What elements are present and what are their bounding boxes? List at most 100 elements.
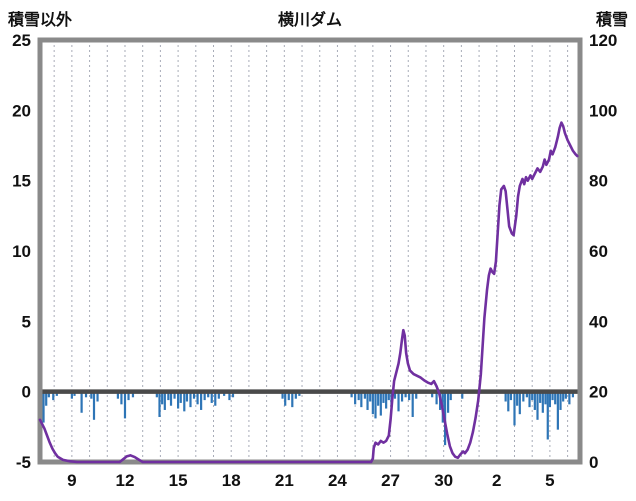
precip-bar <box>214 391 217 406</box>
precip-bar <box>568 391 571 405</box>
precip-bar <box>548 391 552 408</box>
precip-bar <box>431 391 434 398</box>
precip-bar <box>291 391 294 408</box>
precip-bar <box>80 391 83 413</box>
precip-bar <box>564 391 567 399</box>
precip-bar <box>363 391 366 399</box>
precip-bar <box>357 391 360 401</box>
precip-bar <box>169 391 173 406</box>
x-tick-label: 18 <box>222 471 241 490</box>
right-tick-label: 100 <box>589 101 617 120</box>
precip-bar <box>176 391 180 409</box>
left-tick-label: 15 <box>12 172 31 191</box>
precip-bar <box>571 391 575 398</box>
precip-bar <box>161 391 164 405</box>
precip-bar <box>155 391 158 398</box>
precip-bar <box>179 391 182 403</box>
precip-bar <box>385 391 388 409</box>
precip-bar <box>528 391 531 408</box>
precip-bar <box>449 391 452 401</box>
precip-bar <box>377 391 380 406</box>
right-tick-label: 40 <box>589 312 608 331</box>
precip-bar <box>167 391 170 401</box>
precip-bar <box>231 391 235 398</box>
precip-bar <box>408 391 411 401</box>
left-tick-label: 20 <box>12 101 31 120</box>
precip-bar <box>366 391 369 410</box>
left-tick-label: 0 <box>22 383 31 402</box>
precip-bar <box>203 391 206 401</box>
precip-bar <box>379 391 382 416</box>
precip-bar <box>411 391 414 417</box>
precip-bar <box>435 391 438 405</box>
precip-bar <box>196 391 199 405</box>
x-tick-label: 27 <box>381 471 400 490</box>
right-tick-label: 20 <box>589 383 608 402</box>
precip-bar <box>400 391 404 402</box>
precip-bar <box>185 391 189 402</box>
precip-bar <box>294 391 297 399</box>
precip-bar <box>509 391 513 401</box>
right-tick-label: 60 <box>589 242 608 261</box>
precip-bar <box>90 391 93 399</box>
x-tick-label: 12 <box>116 471 135 490</box>
precip-bar <box>120 391 123 405</box>
x-tick-label: 21 <box>275 471 294 490</box>
precip-bar <box>554 391 557 405</box>
x-tick-label: 5 <box>545 471 554 490</box>
precip-bar <box>544 391 547 405</box>
precip-bar <box>551 391 554 401</box>
right-tick-label: 80 <box>589 172 608 191</box>
precip-bar <box>518 391 521 415</box>
precip-bar <box>539 391 542 403</box>
precip-bar <box>387 391 390 401</box>
precip-bar <box>287 391 290 401</box>
precip-bar <box>522 391 525 402</box>
precip-bar <box>183 391 186 412</box>
precip-bar <box>374 391 377 419</box>
chart-title: 横川ダム <box>277 12 342 29</box>
x-tick-label: 24 <box>328 471 347 490</box>
precip-bar <box>163 391 166 410</box>
x-tick-label: 2 <box>492 471 501 490</box>
precip-bar <box>354 391 357 405</box>
right-tick-label: 0 <box>589 453 598 472</box>
precip-bar <box>446 391 450 413</box>
x-tick-label: 15 <box>169 471 188 490</box>
precip-bar <box>96 391 99 402</box>
snow-line <box>38 121 579 464</box>
precip-bar <box>210 391 213 403</box>
precip-bar <box>525 391 528 398</box>
precip-bar <box>536 391 539 420</box>
x-tick-label: 30 <box>434 471 453 490</box>
precip-bar <box>397 391 400 412</box>
precip-bar <box>207 391 210 398</box>
precip-bar <box>92 391 96 420</box>
precip-bar <box>192 391 196 399</box>
precip-bar <box>513 391 516 426</box>
precip-bar <box>228 391 231 401</box>
left-axis-title: 積雪以外 <box>8 12 73 29</box>
precip-bar <box>541 391 544 413</box>
precip-bar <box>189 391 192 408</box>
precip-bar <box>42 391 45 423</box>
precip-bar <box>404 391 407 398</box>
precip-bar <box>556 391 559 430</box>
precip-bar <box>84 391 88 398</box>
left-tick-label: 10 <box>12 242 31 261</box>
precip-bar <box>350 391 353 398</box>
precip-bar <box>559 391 562 410</box>
precip-bar <box>546 391 549 440</box>
precip-bar <box>116 391 120 399</box>
left-tick-label: 25 <box>12 31 31 50</box>
right-tick-label: 120 <box>589 31 617 50</box>
precip-bar <box>217 391 220 399</box>
precip-bar <box>461 391 464 399</box>
precip-bar <box>123 391 127 419</box>
precip-bar <box>504 391 507 402</box>
precip-bar <box>70 391 73 399</box>
precip-bar <box>369 391 372 402</box>
x-tick-label: 9 <box>67 471 76 490</box>
precip-bar <box>415 391 418 399</box>
